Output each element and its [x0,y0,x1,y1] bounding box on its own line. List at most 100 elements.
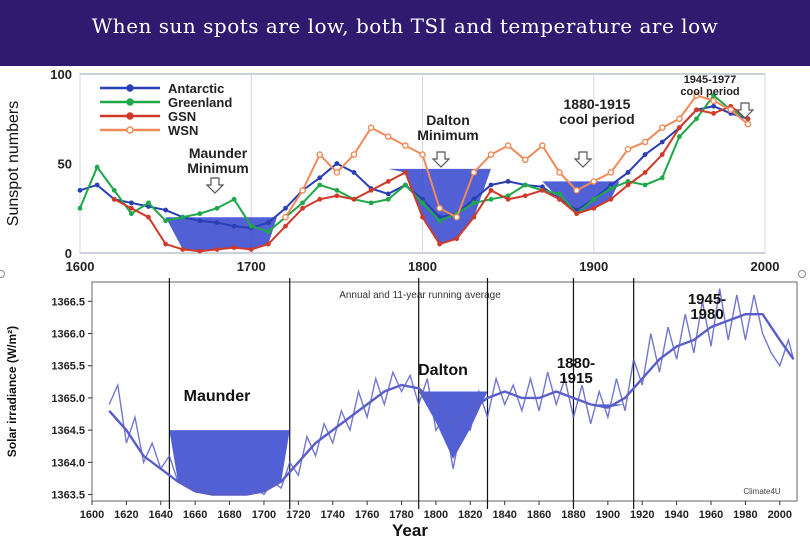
data-point-gsn [351,196,357,202]
slide-title: When sun spots are low, both TSI and tem… [91,14,719,38]
data-point-greenland [591,196,597,202]
data-point-wsn [590,178,598,185]
data-point-wsn [333,169,341,176]
data-point-gsn [437,241,443,247]
selection-handle-left[interactable] [0,270,5,278]
data-point-gsn [128,205,134,211]
annotation-label: Dalton Minimum [417,112,478,143]
data-point-antarctic [351,170,357,175]
data-point-gsn [317,196,323,202]
irradiance-annotation-label: 1945-1980 [688,291,726,323]
data-point-gsn [574,211,580,217]
data-point-antarctic [231,223,237,229]
irradiance-annotation-label: 1880-1915 [557,355,595,387]
data-point-greenland [642,182,648,188]
data-point-gsn [522,193,528,199]
data-point-greenland [77,205,83,211]
sunspot-x-tick-label: 1800 [408,259,437,274]
data-point-antarctic [539,184,545,190]
data-point-antarctic [317,175,323,181]
down-arrow-icon [431,151,451,168]
data-point-gsn [711,110,717,116]
irradiance-y-tick-label: 1364.0 [51,457,85,469]
data-point-wsn [453,213,461,221]
irradiance-annotation-label: Dalton [418,362,468,379]
irradiance-y-tick-label: 1365.5 [51,361,85,373]
data-point-antarctic [659,139,665,145]
data-point-antarctic [471,196,477,202]
data-point-greenland [522,182,528,188]
irradiance-chart-title: Annual and 11-year running average [339,290,501,301]
data-point-wsn [402,142,409,149]
data-point-gsn [591,205,597,211]
data-point-greenland [231,196,237,202]
data-point-wsn [367,124,375,132]
data-point-gsn [557,196,562,202]
data-point-antarctic [265,220,271,225]
data-point-wsn [504,142,512,149]
data-point-gsn [625,182,631,188]
data-point-greenland [248,223,254,229]
data-point-gsn [163,241,169,247]
data-point-greenland [402,182,408,188]
irradiance-x-tick-label: 1960 [699,509,723,521]
irradiance-x-tick-label: 1780 [389,509,413,521]
data-point-gsn [146,214,151,220]
data-point-greenland [505,193,511,199]
data-point-antarctic [94,182,100,188]
chart-credit: Climate4U [743,487,781,496]
irradiance-x-tick-label: 1880 [561,509,585,521]
data-point-wsn [521,156,529,164]
data-point-wsn [316,151,324,158]
data-point-gsn [505,196,511,202]
sunspot-y-tick-label: 100 [50,67,72,82]
data-point-antarctic [488,182,494,188]
irradiance-x-tick-label: 1900 [596,509,620,521]
legend-label-wsn: WSN [168,123,198,138]
data-point-greenland [711,93,717,98]
data-point-wsn [419,151,426,158]
data-point-gsn [402,170,408,175]
minimum-fill-1880-1915 [542,181,620,214]
data-point-greenland [128,211,134,217]
series-line-gsn [113,105,749,253]
irradiance-y-tick-label: 1364.5 [51,425,85,437]
data-point-antarctic [505,179,511,184]
data-point-wsn [573,187,580,194]
legend-label-gsn: GSN [168,109,196,124]
data-point-greenland [334,187,340,193]
sunspot-y-axis-label: Sunspot numbers [5,101,22,226]
data-point-wsn [436,204,443,212]
annotation-label: 1880-1915 cool period [559,96,634,127]
data-point-antarctic [625,170,631,175]
irradiance-x-tick-label: 1800 [424,509,448,521]
data-point-greenland [94,164,100,170]
data-point-antarctic [163,207,169,213]
irradiance-x-tick-label: 1980 [733,509,757,521]
legend-label-antarctic: Antarctic [168,81,224,96]
data-point-greenland [488,196,494,202]
irradiance-x-tick-label: 1600 [80,509,104,521]
data-point-gsn [214,247,220,252]
data-point-greenland [197,211,203,217]
data-point-wsn [658,124,666,132]
irradiance-x-axis-label: Year [392,521,428,540]
data-point-antarctic [128,200,134,206]
legend-label-greenland: Greenland [168,95,232,110]
series-line-running-average [108,313,795,496]
sunspot-x-tick-label: 1600 [66,259,95,274]
data-point-greenland [180,214,186,220]
data-point-gsn [659,152,665,157]
data-point-greenland [471,200,477,206]
data-point-wsn [693,92,700,99]
data-point-wsn [744,120,752,128]
data-point-gsn [283,223,288,229]
data-point-gsn [248,247,254,252]
irradiance-x-tick-label: 1740 [320,509,344,521]
irradiance-y-axis-label: Solar irradiance (W/m²) [5,326,19,457]
data-point-wsn [487,151,495,158]
data-point-wsn [556,169,563,176]
data-point-greenland [625,179,631,184]
selection-handle-right[interactable] [798,270,806,278]
data-point-wsn [350,151,358,158]
